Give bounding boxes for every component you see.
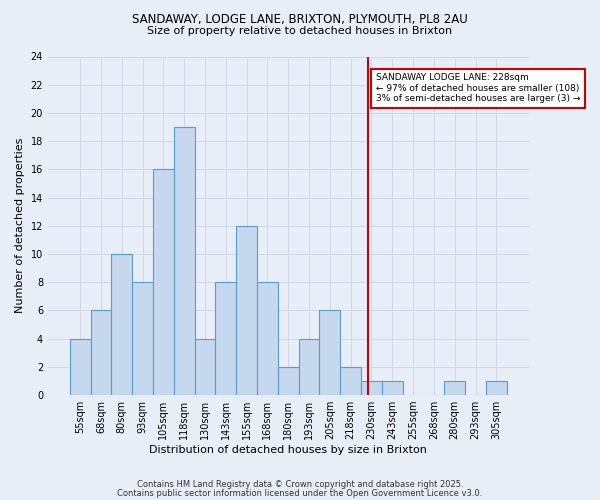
Bar [194,338,215,395]
X-axis label: Distribution of detached houses by size in Brixton: Distribution of detached houses by size … [149,445,427,455]
Text: Contains HM Land Registry data © Crown copyright and database right 2025.: Contains HM Land Registry data © Crown c… [137,480,463,489]
Bar [132,282,153,395]
Text: SANDAWAY LODGE LANE: 228sqm
← 97% of detached houses are smaller (108)
3% of sem: SANDAWAY LODGE LANE: 228sqm ← 97% of det… [376,74,580,103]
Bar [215,282,236,395]
Bar [382,381,403,395]
Bar [361,381,382,395]
Bar [153,170,174,395]
Bar [340,367,361,395]
Y-axis label: Number of detached properties: Number of detached properties [15,138,25,314]
Bar [257,282,278,395]
Bar [236,226,257,395]
Bar [278,367,299,395]
Bar [70,338,91,395]
Bar [91,310,112,395]
Bar [299,338,319,395]
Text: Size of property relative to detached houses in Brixton: Size of property relative to detached ho… [148,26,452,36]
Bar [319,310,340,395]
Text: SANDAWAY, LODGE LANE, BRIXTON, PLYMOUTH, PL8 2AU: SANDAWAY, LODGE LANE, BRIXTON, PLYMOUTH,… [132,12,468,26]
Bar [486,381,507,395]
Text: Contains public sector information licensed under the Open Government Licence v3: Contains public sector information licen… [118,489,482,498]
Bar [174,127,194,395]
Bar [112,254,132,395]
Bar [445,381,465,395]
